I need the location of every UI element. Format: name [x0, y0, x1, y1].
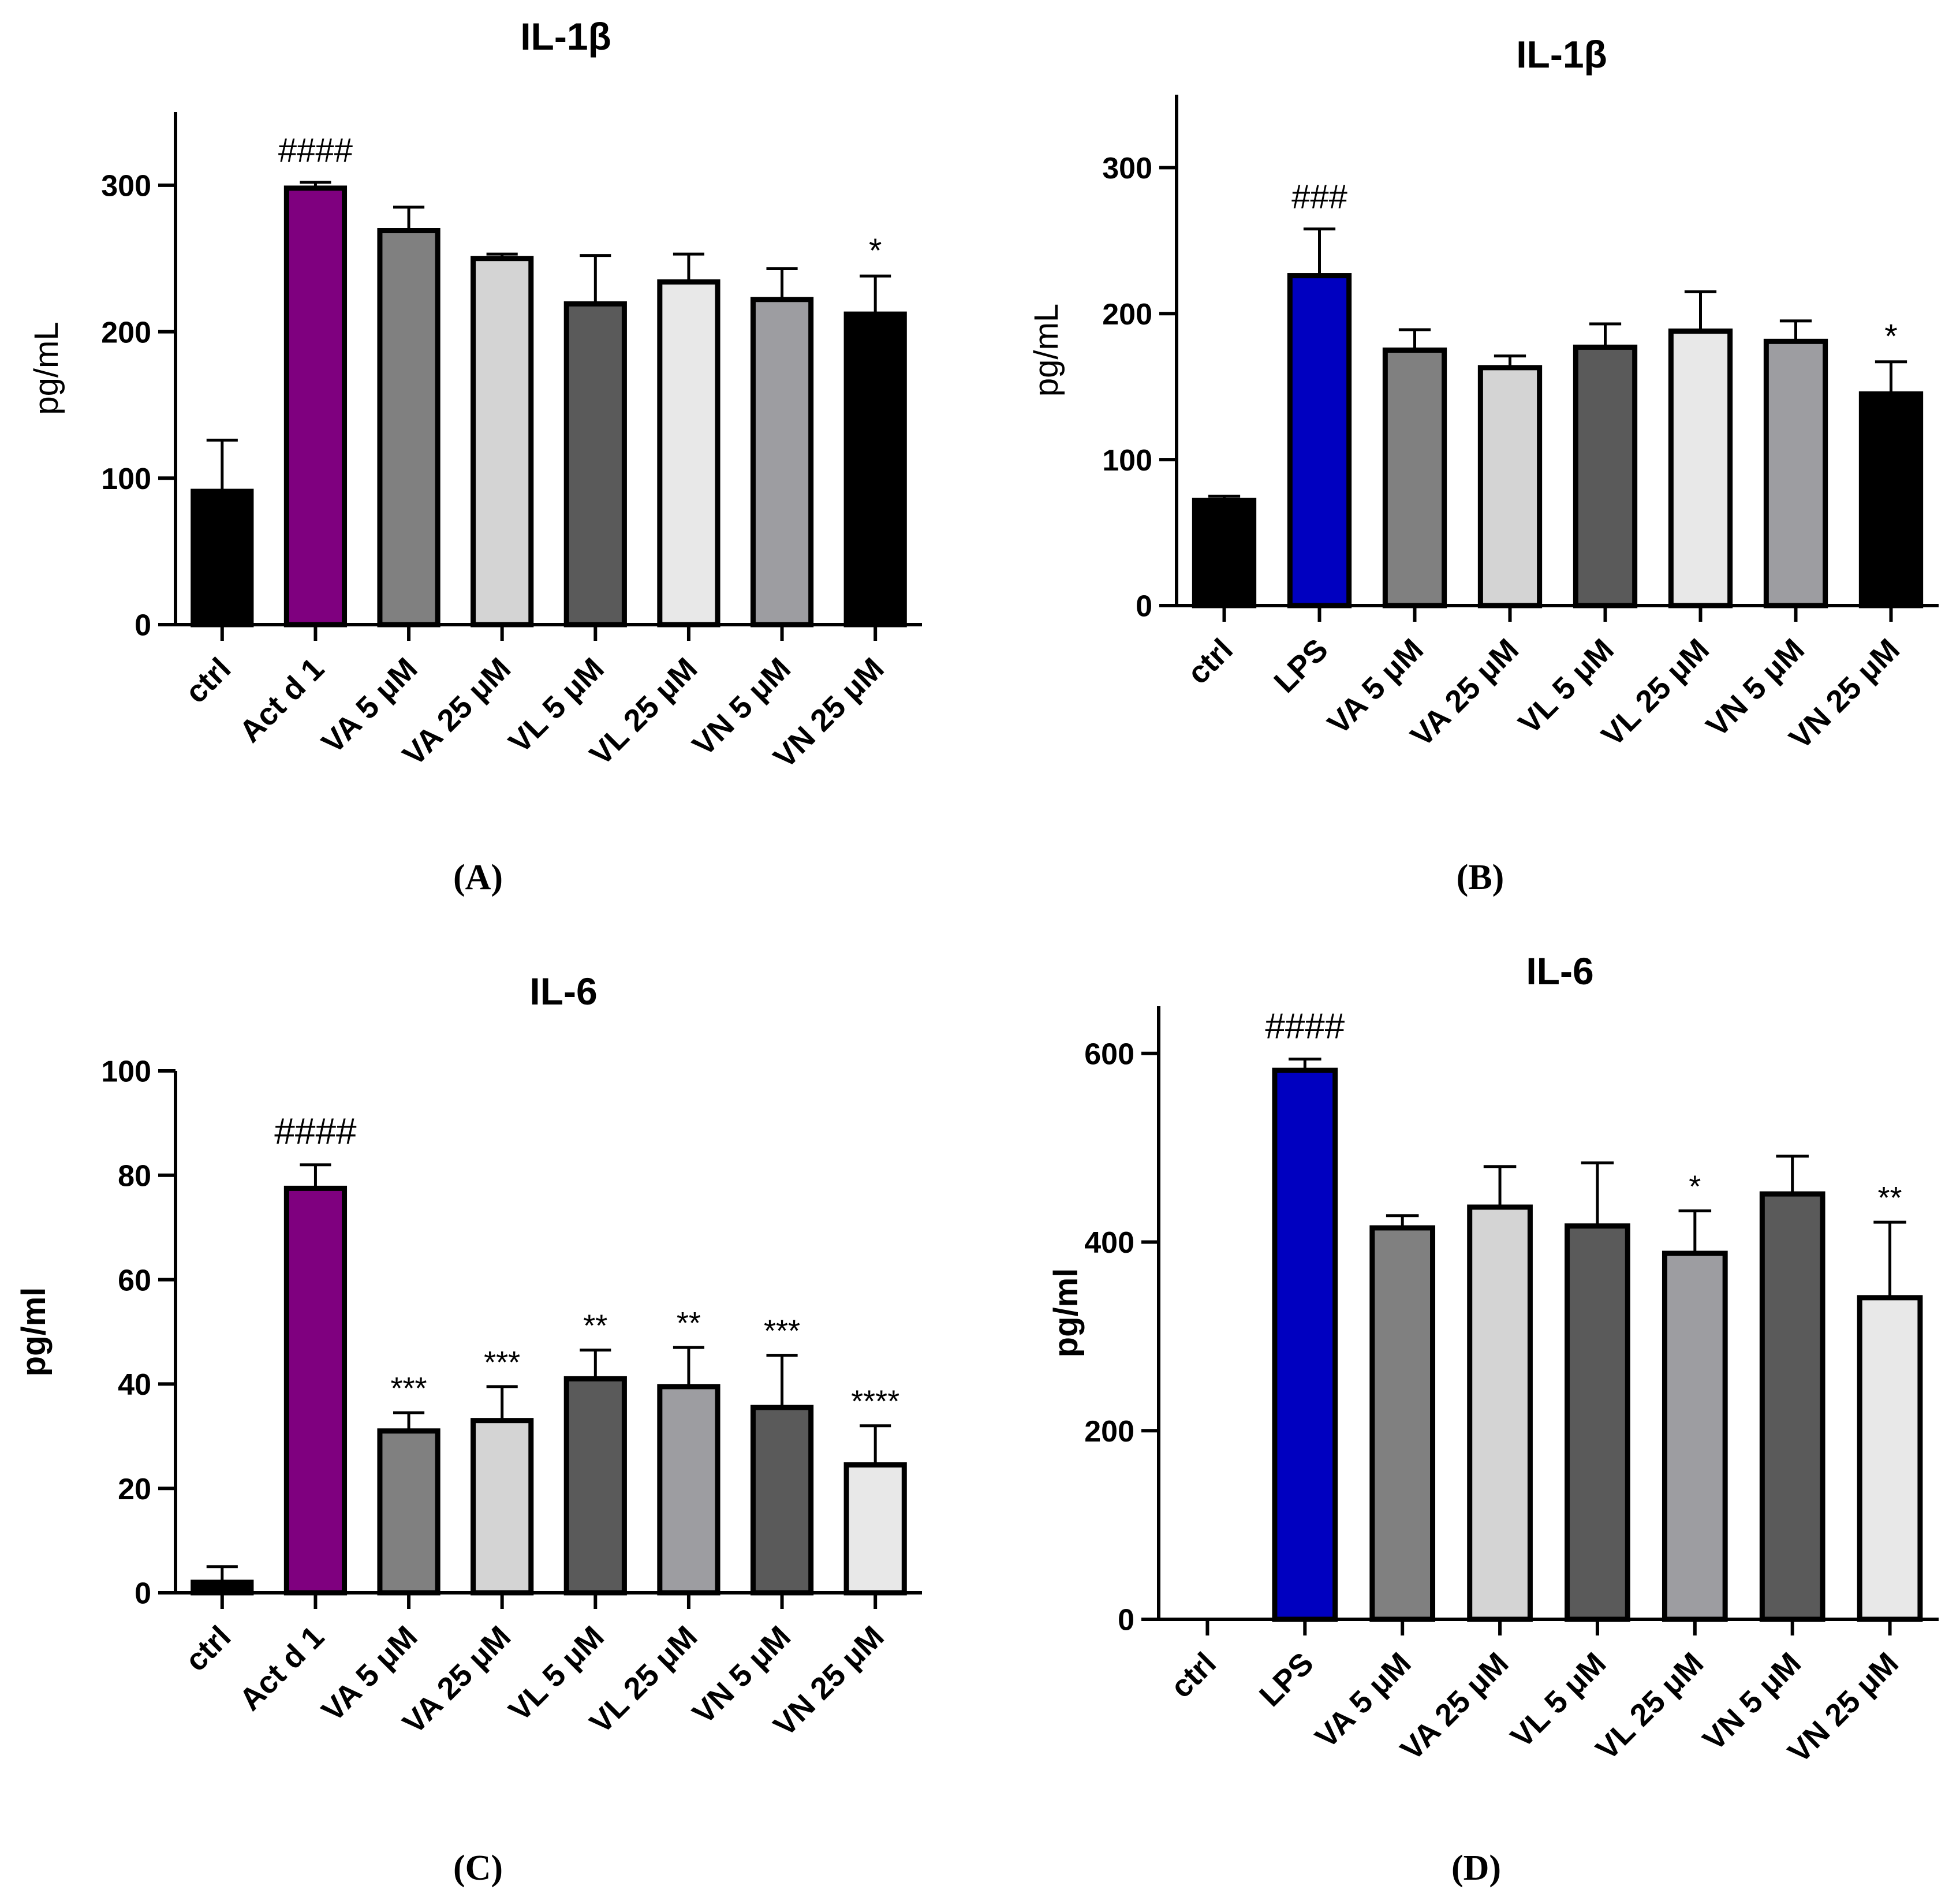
significance-label: #### — [1265, 1006, 1345, 1046]
bar — [1759, 1191, 1825, 1622]
bar — [1763, 338, 1828, 608]
significance-label: *** — [484, 1345, 520, 1380]
significance-label: ** — [1878, 1181, 1902, 1215]
bar — [563, 301, 627, 628]
significance-label: **** — [851, 1384, 899, 1419]
x-tick-label: ctrl — [1164, 1646, 1223, 1705]
bar — [1573, 344, 1638, 608]
y-tick-label: 60 — [118, 1264, 151, 1297]
significance-label: *** — [764, 1314, 800, 1349]
bar — [1467, 1204, 1533, 1622]
y-tick-label: 100 — [1102, 444, 1152, 477]
y-axis-label: pg/mL — [1028, 304, 1065, 397]
significance-label: * — [869, 232, 882, 270]
x-tick-label: LPS — [1253, 1646, 1320, 1713]
y-tick-label: 80 — [118, 1160, 151, 1193]
x-tick-label: ctrl — [178, 1619, 237, 1678]
y-tick-label: 300 — [1102, 152, 1152, 185]
y-tick-label: 200 — [1102, 298, 1152, 331]
bar — [1477, 365, 1543, 608]
y-tick-label: 0 — [135, 1577, 151, 1611]
y-axis-label: pg/ml — [15, 1287, 53, 1377]
bar — [750, 1405, 814, 1596]
y-tick-label: 100 — [101, 462, 151, 496]
chart-title: IL-6 — [1526, 950, 1593, 992]
bar — [471, 1418, 534, 1596]
significance-label: #### — [278, 132, 353, 169]
bar — [1858, 391, 1924, 608]
y-tick-label: 300 — [101, 170, 151, 203]
y-tick-label: 40 — [118, 1368, 151, 1402]
y-tick-label: 200 — [1084, 1415, 1134, 1448]
chart-title: IL-1β — [520, 15, 611, 58]
significance-label: ### — [1291, 178, 1347, 216]
bar — [1668, 328, 1733, 608]
y-axis-label: pg/mL — [28, 322, 65, 414]
significance-label: #### — [274, 1111, 357, 1152]
bar — [563, 1376, 627, 1596]
bar — [1565, 1223, 1630, 1622]
y-tick-label: 600 — [1084, 1037, 1134, 1071]
y-axis-label: pg/ml — [1047, 1268, 1085, 1358]
bar — [283, 1185, 348, 1596]
bar — [471, 256, 534, 628]
chart-title: IL-1β — [1516, 33, 1607, 76]
chart-title: IL-6 — [529, 970, 597, 1013]
bar — [283, 185, 348, 628]
panel-caption: (C) — [453, 1849, 503, 1888]
y-tick-label: 20 — [118, 1473, 151, 1506]
x-tick-label: LPS — [1267, 632, 1335, 700]
panel-caption: (D) — [1451, 1849, 1501, 1888]
bar — [843, 311, 907, 628]
bar — [1369, 1225, 1436, 1622]
y-tick-label: 0 — [135, 609, 151, 643]
x-tick-label: ctrl — [1181, 632, 1240, 691]
bar — [1287, 273, 1352, 608]
x-tick-label: ctrl — [178, 651, 237, 710]
y-tick-label: 400 — [1084, 1226, 1134, 1260]
significance-label: * — [1884, 318, 1898, 356]
bar — [377, 228, 440, 628]
bar — [657, 1384, 720, 1596]
y-tick-label: 0 — [1136, 590, 1152, 623]
x-tick-label: VL 25 μM — [1589, 1646, 1710, 1767]
significance-label: *** — [391, 1371, 427, 1406]
bar — [191, 488, 254, 628]
bar — [1192, 498, 1257, 608]
bar — [657, 279, 720, 628]
bar — [377, 1428, 440, 1596]
bar — [1382, 348, 1447, 608]
significance-label: ** — [583, 1309, 607, 1343]
significance-label: ** — [677, 1306, 701, 1340]
bar — [843, 1462, 907, 1596]
bar — [1272, 1067, 1338, 1622]
y-tick-label: 0 — [1118, 1604, 1134, 1637]
y-tick-label: 100 — [101, 1055, 151, 1089]
significance-label: * — [1689, 1170, 1701, 1204]
panel-caption: (A) — [453, 858, 503, 897]
x-tick-label: VA 25 μM — [1394, 1646, 1515, 1767]
bar — [1662, 1250, 1728, 1622]
bar — [191, 1579, 254, 1596]
bar — [750, 297, 814, 628]
y-tick-label: 200 — [101, 316, 151, 349]
bar — [1857, 1295, 1923, 1622]
panel-caption: (B) — [1457, 858, 1504, 897]
